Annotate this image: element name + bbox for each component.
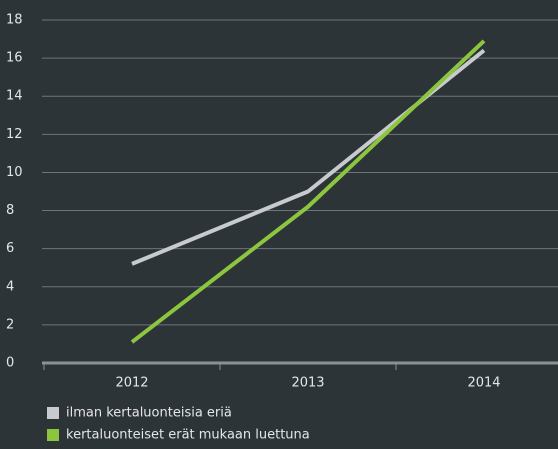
y-tick-label: 4 [6,279,14,294]
y-tick-label: 10 [6,165,23,180]
x-tick-label: 2013 [291,376,324,391]
series-line [130,39,486,344]
legend-label: kertaluonteiset erät mukaan luettuna [66,428,310,443]
y-tick-label: 8 [6,203,14,218]
x-tick-label: 2014 [467,376,500,391]
y-tick-label: 16 [6,51,23,66]
legend-label: ilman kertaluonteisia eriä [66,406,232,421]
y-tick-label: 18 [6,13,23,28]
y-tick-label: 12 [6,127,23,142]
y-tick-label: 14 [6,89,23,104]
legend-swatch [47,429,59,441]
y-tick-label: 6 [6,241,14,256]
y-tick-label: 0 [6,356,14,371]
legend-swatch [47,407,59,419]
series-line [131,48,486,266]
y-tick-label: 2 [6,317,14,332]
x-tick-label: 2012 [115,376,148,391]
